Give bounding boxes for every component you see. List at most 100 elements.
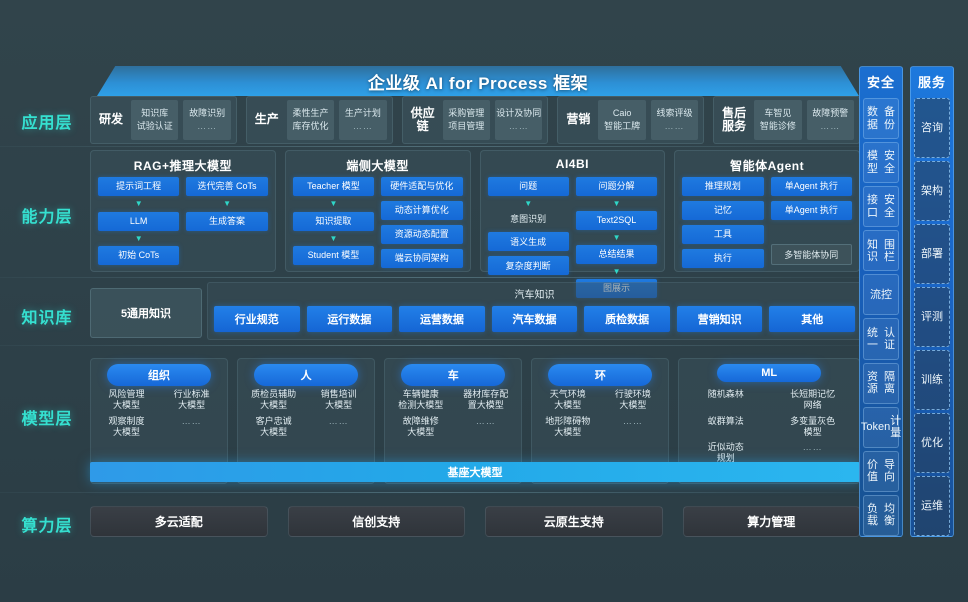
capability-node[interactable]: 资源动态配置 bbox=[381, 225, 463, 244]
application-cell-line: 采购管理 bbox=[448, 107, 485, 118]
compute-box[interactable]: 多云适配 bbox=[90, 506, 268, 537]
capability-node[interactable]: 动态计算优化 bbox=[381, 201, 463, 220]
model-item[interactable]: 质检员辅助 大模型 bbox=[251, 389, 297, 411]
application-group: 售后服务 车智见 智能诊修 故障预警…… bbox=[713, 96, 860, 144]
right-column-item[interactable]: 架构 bbox=[914, 161, 950, 221]
capability-node[interactable]: 复杂度判断 bbox=[487, 256, 569, 276]
model-item[interactable]: …… bbox=[475, 415, 496, 426]
compute-box[interactable]: 信创支持 bbox=[287, 506, 465, 537]
model-item[interactable]: 观察制度 大模型 bbox=[108, 415, 145, 437]
capability-node[interactable]: 图展示 bbox=[575, 279, 658, 298]
capability-node[interactable]: LLM bbox=[98, 211, 180, 231]
model-item[interactable]: 地形障碍物 大模型 bbox=[545, 415, 591, 437]
model-item[interactable]: 蚁群算法 bbox=[707, 415, 744, 426]
capability-node[interactable]: 知识提取 bbox=[292, 211, 375, 231]
model-item[interactable]: 车辆健康 检测大模型 bbox=[398, 389, 444, 411]
capability-node[interactable]: 执行 bbox=[682, 249, 764, 268]
model-item[interactable]: 故障维修 大模型 bbox=[402, 415, 439, 437]
knowledge-chip[interactable]: 行业规范 bbox=[214, 306, 300, 332]
right-column-item[interactable]: Token 计量 bbox=[861, 406, 901, 448]
knowledge-chip[interactable]: 运行数据 bbox=[306, 306, 393, 332]
capability-col-right: 硬件适配与优化 动态计算优化 资源动态配置 端云协同架构 bbox=[381, 177, 463, 268]
capability-node[interactable]: Teacher 模型 bbox=[292, 177, 375, 196]
application-cell[interactable]: 知识库 试验认证 bbox=[131, 100, 179, 140]
right-column-item[interactable]: 运维 bbox=[914, 476, 950, 536]
model-card-pill[interactable]: 车 bbox=[401, 364, 506, 386]
capability-node[interactable]: 推理规划 bbox=[682, 177, 764, 196]
capability-node[interactable]: 初始 CoTs bbox=[98, 246, 180, 265]
capability-node[interactable]: 问题分解 bbox=[575, 177, 658, 196]
knowledge-chip[interactable]: 营销知识 bbox=[676, 306, 763, 332]
application-cell[interactable]: Caio 智能工牌 bbox=[598, 100, 646, 140]
capability-node[interactable]: 意图识别 bbox=[510, 214, 547, 224]
application-cell-line: 库存优化 bbox=[292, 121, 329, 131]
right-column-item[interactable]: 数据 备份 bbox=[863, 98, 899, 140]
model-card-pill[interactable]: 组织 bbox=[107, 364, 212, 386]
knowledge-chip[interactable]: 运营数据 bbox=[399, 306, 485, 332]
right-column-item[interactable]: 评测 bbox=[914, 287, 950, 347]
right-column-item[interactable]: 知识 围栏 bbox=[863, 230, 899, 272]
application-cell[interactable]: 车智见 智能诊修 bbox=[754, 100, 802, 140]
right-column-item[interactable]: 负载 均衡 bbox=[863, 494, 899, 536]
right-column-item[interactable]: 价值 导向 bbox=[863, 450, 899, 492]
application-cell[interactable]: 故障识别 …… bbox=[183, 100, 231, 140]
knowledge-chip[interactable]: 汽车数据 bbox=[491, 306, 578, 332]
capability-node[interactable]: 记忆 bbox=[682, 201, 764, 220]
model-item[interactable]: …… bbox=[622, 415, 643, 426]
knowledge-general-box: 5通用知识 bbox=[90, 288, 202, 338]
application-cell[interactable]: 故障预警 …… bbox=[806, 100, 854, 140]
model-item[interactable]: 天气环境 大模型 bbox=[549, 389, 586, 411]
capability-node[interactable]: 硬件适配与优化 bbox=[381, 177, 463, 196]
application-cell[interactable]: 采购管理 项目管理 bbox=[442, 100, 490, 140]
capability-node[interactable]: 工具 bbox=[682, 225, 764, 244]
right-column-item[interactable]: 接口 安全 bbox=[863, 186, 899, 228]
compute-box[interactable]: 算力管理 bbox=[682, 506, 860, 537]
capability-node[interactable]: 问题 bbox=[487, 177, 569, 196]
application-cell-line: …… bbox=[820, 121, 841, 131]
model-item[interactable]: 销售培训 大模型 bbox=[320, 389, 357, 411]
capability-node[interactable]: 单Agent 执行 bbox=[770, 201, 852, 220]
application-cell[interactable]: 设计及协同 …… bbox=[495, 100, 543, 140]
model-item[interactable]: 近似动态 规划 bbox=[707, 442, 744, 464]
capability-node[interactable]: 总结结果 bbox=[575, 245, 658, 264]
right-column-item[interactable]: 统一 认证 bbox=[863, 318, 899, 360]
right-column-item[interactable]: 优化 bbox=[914, 413, 950, 473]
application-layer-row: 研发 知识库 试验认证 故障识别…… 生产 柔性生产 库存优化 生产计划…… 供应链 采购管理 项目… bbox=[90, 96, 860, 144]
capability-node[interactable]: 迭代完善 CoTs bbox=[186, 177, 268, 196]
model-card-pill[interactable]: 环 bbox=[548, 364, 653, 386]
application-cell[interactable]: 柔性生产 库存优化 bbox=[286, 100, 335, 140]
model-card-pill[interactable]: 人 bbox=[254, 364, 359, 386]
right-column-item[interactable]: 训练 bbox=[914, 350, 950, 410]
layer-label-knowledge: 知识库 bbox=[21, 310, 73, 327]
right-column-item[interactable]: 流控 bbox=[863, 274, 899, 316]
right-column-item[interactable]: 咨询 bbox=[914, 98, 950, 158]
capability-node[interactable]: Text2SQL bbox=[575, 211, 658, 230]
right-column-item[interactable]: 模型 安全 bbox=[863, 142, 899, 184]
model-item[interactable]: 风险管理 大模型 bbox=[108, 389, 145, 411]
model-item[interactable]: 行业标准 大模型 bbox=[173, 389, 210, 411]
model-item[interactable]: 随机森林 bbox=[707, 389, 744, 399]
capability-node[interactable]: Student 模型 bbox=[292, 246, 375, 265]
capability-node[interactable]: 单Agent 执行 bbox=[770, 177, 852, 196]
capability-node[interactable]: 生成答案 bbox=[186, 212, 268, 231]
model-item-grid: 质检员辅助 大模型 销售培训 大模型客户忠诚 大模型 …… bbox=[244, 389, 368, 477]
application-cell[interactable]: 线索评级 …… bbox=[650, 100, 699, 140]
right-column-item[interactable]: 部署 bbox=[914, 224, 950, 284]
model-item[interactable]: …… bbox=[328, 415, 349, 426]
right-column-item[interactable]: 资源 隔离 bbox=[863, 362, 899, 404]
model-item[interactable]: 器材库存配 置大模型 bbox=[463, 389, 509, 411]
model-item[interactable]: 长短期记忆 网络 bbox=[790, 389, 836, 411]
model-item[interactable]: …… bbox=[802, 442, 823, 452]
model-item[interactable]: 客户忠诚 大模型 bbox=[255, 415, 292, 437]
model-item[interactable]: 行驶环境 大模型 bbox=[614, 389, 651, 411]
model-card-pill[interactable]: ML bbox=[717, 364, 822, 382]
model-item[interactable]: 多变量灰色 模型 bbox=[790, 415, 836, 437]
capability-node[interactable]: 提示词工程 bbox=[98, 177, 180, 196]
capability-node[interactable]: 端云协同架构 bbox=[381, 249, 463, 268]
knowledge-chip[interactable]: 质检数据 bbox=[584, 306, 670, 332]
application-cell[interactable]: 生产计划 …… bbox=[339, 100, 387, 140]
knowledge-chip[interactable]: 其他 bbox=[769, 306, 856, 332]
capability-node[interactable]: 语义生成 bbox=[487, 232, 569, 252]
model-item[interactable]: …… bbox=[181, 415, 202, 426]
compute-box[interactable]: 云原生支持 bbox=[485, 506, 663, 537]
